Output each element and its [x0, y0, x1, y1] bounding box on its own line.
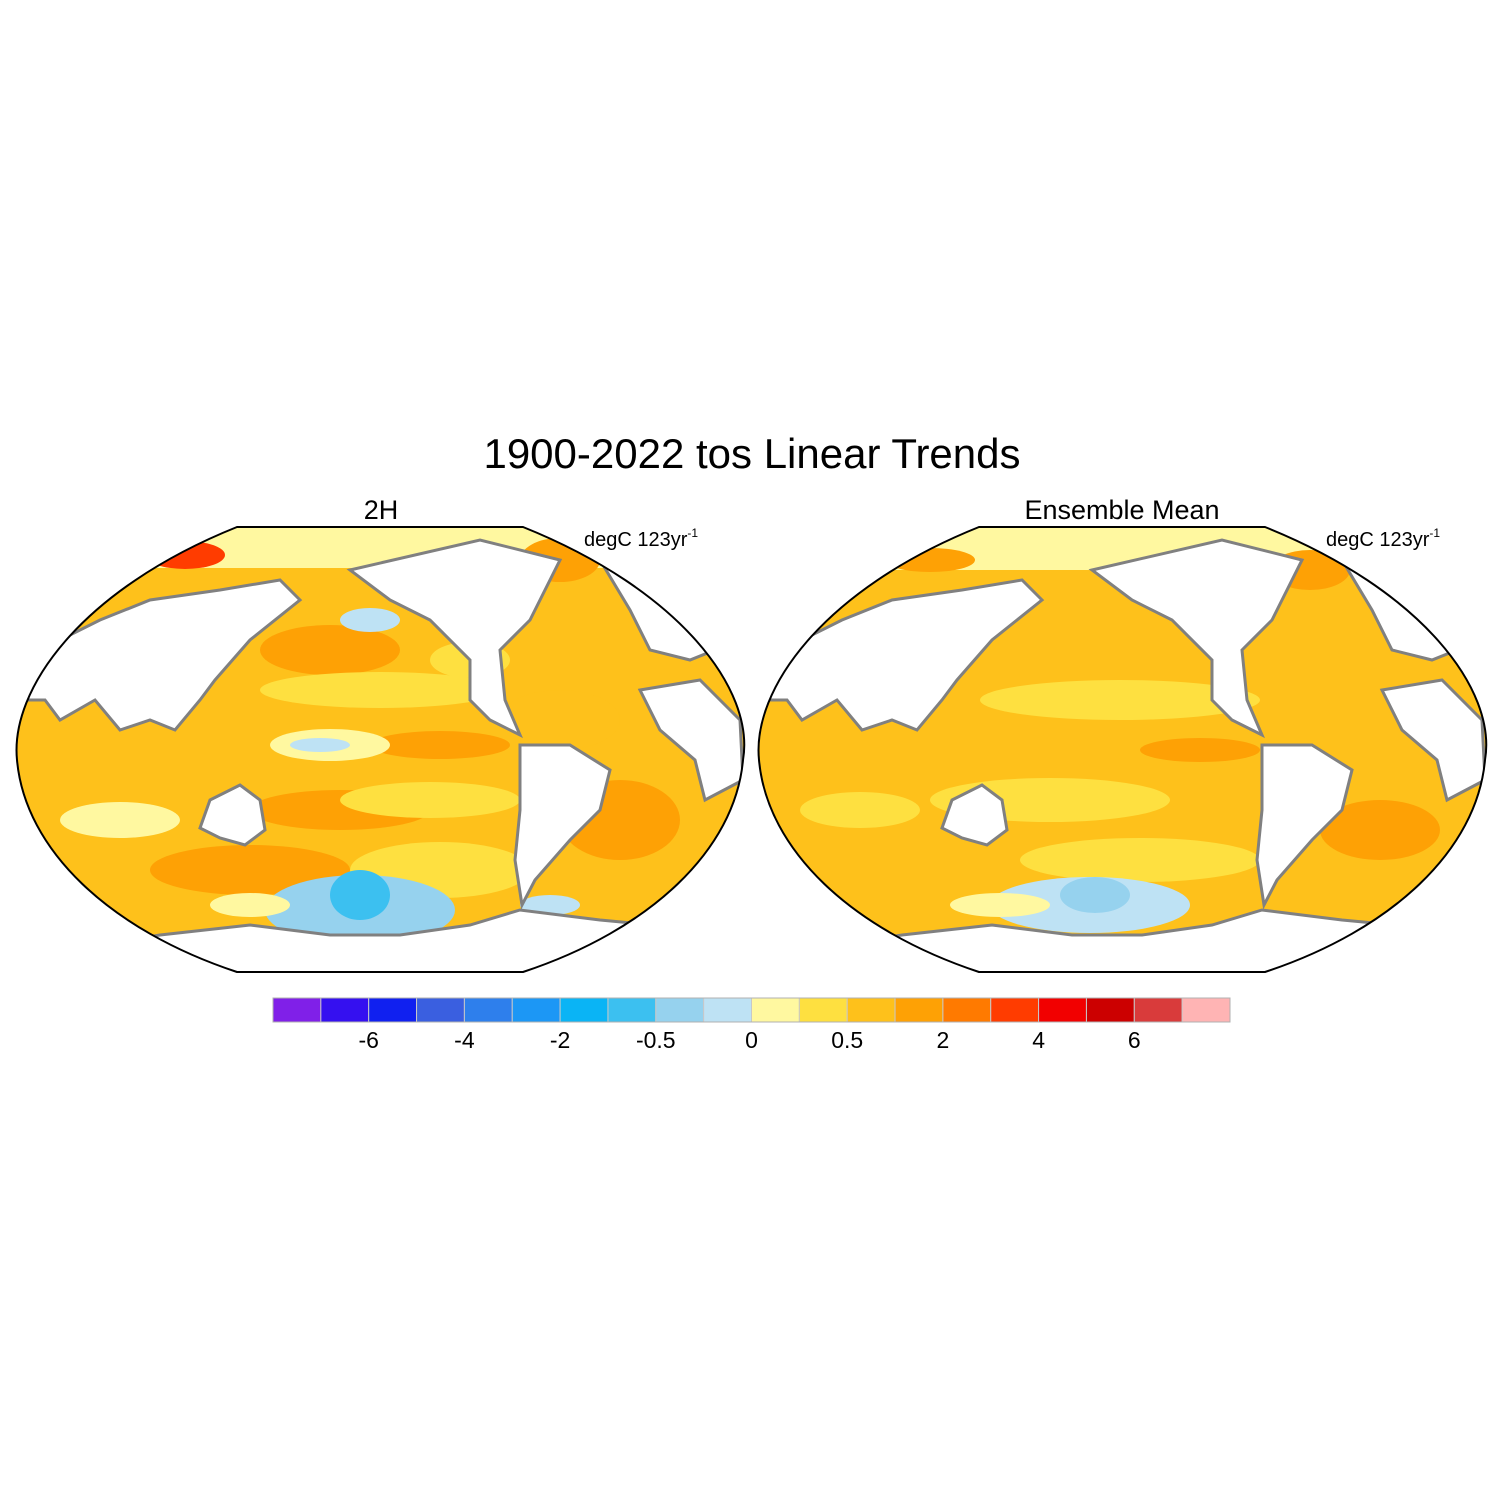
- colorbar-border: [272, 997, 1231, 1023]
- colorbar-swatch: [1038, 997, 1087, 1023]
- colorbar-swatch: [942, 997, 992, 1023]
- colorbar-tick-label: 4: [1032, 1027, 1045, 1053]
- colorbar-swatch: [368, 997, 418, 1023]
- panel-title-2h: 2H: [363, 495, 399, 525]
- colorbar-swatch: [655, 997, 705, 1023]
- colorbar-swatch: [607, 997, 657, 1023]
- colorbar-swatch: [272, 997, 322, 1023]
- colorbar-swatch: [990, 997, 1040, 1023]
- colorbar-swatch: [1181, 997, 1231, 1023]
- units-label-right: degC 123yr-1: [1326, 526, 1441, 551]
- colorbar-tick-label: 6: [1128, 1027, 1141, 1053]
- colorbar-swatch: [798, 997, 848, 1023]
- units-label-left: degC 123yr-1: [584, 526, 699, 551]
- colorbar-swatch: [703, 997, 753, 1023]
- colorbar-tick-label: 2: [937, 1027, 950, 1053]
- colorbar-swatch: [559, 997, 609, 1023]
- colorbar-swatch: [894, 997, 944, 1023]
- colorbar-swatch: [846, 997, 896, 1023]
- colorbar-swatch: [416, 997, 465, 1023]
- colorbar-swatch: [751, 997, 800, 1023]
- colorbar-swatch: [320, 997, 370, 1023]
- main-title: 1900-2022 tos Linear Trends: [483, 430, 1021, 477]
- colorbar-tick-label: -2: [550, 1027, 570, 1053]
- colorbar-swatch: [511, 997, 561, 1023]
- colorbar-tick-label: -4: [454, 1027, 475, 1053]
- panel-title-ensemble-mean: Ensemble Mean: [1024, 495, 1220, 525]
- colorbar-swatch: [1085, 997, 1135, 1023]
- colorbar-tick-label: 0.5: [831, 1027, 863, 1053]
- colorbar-tick-label: -0.5: [636, 1027, 676, 1053]
- colorbar-swatch: [463, 997, 513, 1023]
- colorbar-tick-label: -6: [358, 1027, 378, 1053]
- colorbar-tick-label: 0: [745, 1027, 758, 1053]
- colorbar-swatch: [1133, 997, 1183, 1023]
